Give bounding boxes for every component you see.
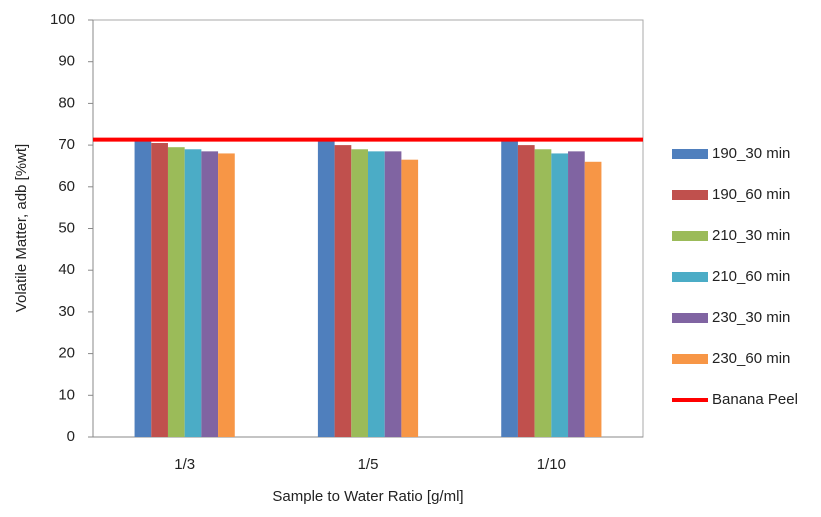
- bar: [201, 151, 218, 437]
- y-tick-label: 90: [58, 53, 75, 70]
- legend-label: 210_30 min: [712, 227, 790, 244]
- bar: [151, 143, 168, 437]
- y-tick-label: 70: [58, 136, 75, 153]
- legend-label: 210_60 min: [712, 268, 790, 285]
- y-tick-label: 80: [58, 94, 75, 111]
- y-tick-label: 10: [58, 386, 75, 403]
- legend-swatch: [672, 190, 708, 200]
- bar: [568, 151, 585, 437]
- bar: [535, 149, 552, 437]
- bar: [218, 153, 235, 437]
- legend-label: 190_30 min: [712, 145, 790, 162]
- legend-label: Banana Peel: [712, 391, 798, 408]
- bar: [335, 145, 352, 437]
- chart: Volatile Matter, adb [%wt] Sample to Wat…: [0, 0, 821, 512]
- x-tick-label: 1/5: [358, 456, 379, 473]
- legend-swatch: [672, 272, 708, 282]
- legend-swatch: [672, 149, 708, 159]
- x-axis-label: Sample to Water Ratio [g/ml]: [272, 488, 463, 505]
- y-tick-label: 20: [58, 345, 75, 362]
- x-tick-label: 1/3: [174, 456, 195, 473]
- bar: [168, 147, 185, 437]
- y-tick-label: 100: [50, 11, 75, 28]
- bar: [318, 141, 335, 437]
- bar: [185, 149, 202, 437]
- bar: [385, 151, 402, 437]
- bar: [501, 141, 518, 437]
- y-tick-label: 40: [58, 261, 75, 278]
- legend-label: 230_30 min: [712, 309, 790, 326]
- y-tick-label: 60: [58, 178, 75, 195]
- legend-swatch: [672, 313, 708, 323]
- x-tick-label: 1/10: [537, 456, 566, 473]
- legend-label: 190_60 min: [712, 186, 790, 203]
- legend-label: 230_60 min: [712, 350, 790, 367]
- bar: [518, 145, 535, 437]
- bar: [351, 149, 368, 437]
- bar: [368, 151, 385, 437]
- bar: [135, 141, 152, 437]
- legend-swatch: [672, 231, 708, 241]
- y-tick-label: 0: [67, 428, 75, 445]
- y-tick-label: 50: [58, 219, 75, 236]
- bar: [401, 160, 418, 437]
- y-tick-label: 30: [58, 303, 75, 320]
- legend-swatch: [672, 354, 708, 364]
- bar: [551, 153, 568, 437]
- bar: [585, 162, 602, 437]
- y-axis-label: Volatile Matter, adb [%wt]: [13, 144, 30, 312]
